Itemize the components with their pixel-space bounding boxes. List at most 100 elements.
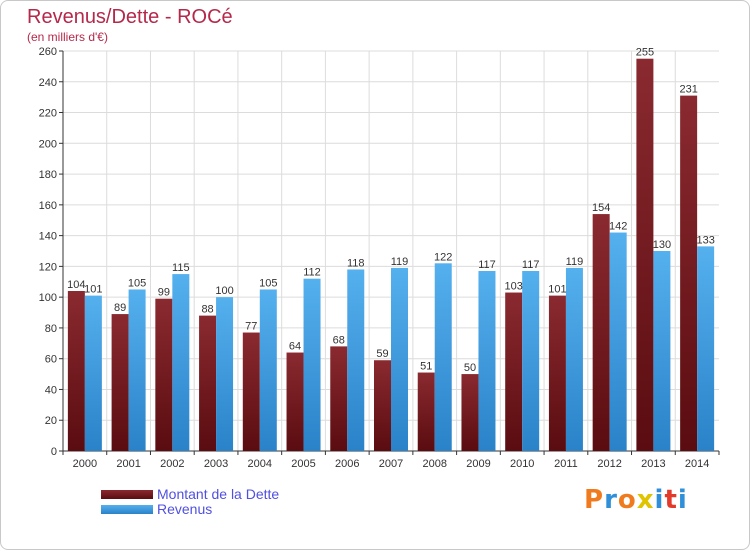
bar-revenus [84, 295, 102, 451]
data-label-revenus: 122 [434, 251, 452, 263]
y-tick-label: 140 [39, 231, 57, 243]
data-label-revenus: 105 [259, 277, 277, 289]
logo-letter: t [664, 485, 678, 515]
data-label-revenus: 117 [478, 259, 496, 271]
x-tick-label: 2010 [510, 458, 534, 470]
bar-revenus [347, 269, 365, 451]
x-tick-label: 2001 [116, 458, 140, 470]
data-label-revenus: 133 [696, 234, 714, 246]
proxiti-logo: Proxiti [584, 485, 688, 515]
bar-revenus [609, 232, 627, 451]
bar-dette [67, 291, 85, 451]
data-label-dette: 255 [636, 47, 654, 59]
data-label-revenus: 119 [391, 256, 409, 268]
y-tick-label: 120 [39, 261, 57, 273]
bar-revenus [172, 274, 190, 451]
chart-subtitle: (en milliers d'€) [27, 30, 108, 44]
chart-title: Revenus/Dette - ROCé [27, 6, 233, 28]
logo-letter: x [636, 485, 655, 515]
y-tick-label: 100 [39, 292, 57, 304]
bar-dette [461, 374, 479, 451]
logo-letter: i [677, 485, 688, 515]
bars [67, 58, 715, 451]
data-label-revenus: 105 [128, 277, 146, 289]
y-tick-label: 60 [45, 354, 57, 366]
y-tick-label: 0 [51, 446, 57, 458]
bar-dette [374, 360, 391, 451]
y-tick-label: 40 [45, 384, 57, 396]
bar-revenus [259, 289, 277, 451]
data-label-dette: 101 [548, 284, 566, 296]
data-labels: 104 89 99 88 77 64 68 59 51 50 103 101 154 255 231 101 1… [67, 47, 715, 374]
data-label-dette: 154 [592, 202, 610, 214]
data-label-dette: 59 [376, 348, 388, 360]
x-tick-label: 2014 [685, 458, 709, 470]
bar-revenus [303, 278, 321, 451]
x-tick-label: 2003 [204, 458, 228, 470]
legend-swatch-dette [101, 489, 153, 499]
data-label-dette: 89 [114, 302, 126, 314]
bar-dette [417, 372, 435, 451]
data-label-dette: 103 [505, 281, 523, 293]
x-tick-label: 2013 [641, 458, 665, 470]
data-label-revenus: 101 [84, 284, 102, 296]
data-label-revenus: 118 [347, 257, 365, 269]
data-label-dette: 231 [679, 84, 697, 96]
bar-revenus [565, 267, 583, 451]
legend-label-dette: Montant de la Dette [157, 486, 280, 502]
x-tick-label: 2011 [554, 458, 578, 470]
bar-revenus [391, 267, 408, 451]
bar-revenus [216, 297, 234, 451]
y-tick-label: 160 [39, 200, 57, 212]
bar-dette [548, 295, 566, 451]
x-tick-label: 2002 [160, 458, 184, 470]
legend-label-revenus: Revenus [157, 501, 213, 517]
x-tick-label: 2005 [291, 458, 315, 470]
bar-revenus [522, 271, 540, 451]
bar-revenus [697, 246, 715, 451]
y-tick-label: 80 [45, 323, 57, 335]
data-label-dette: 68 [333, 334, 345, 346]
legend-item-revenus: Revenus [101, 501, 212, 517]
bar-revenus [478, 271, 496, 451]
data-label-dette: 64 [289, 341, 301, 353]
bar-revenus [653, 251, 671, 451]
y-tick-label: 260 [39, 46, 57, 58]
logo-letter: o [617, 485, 637, 515]
bar-dette [199, 315, 217, 451]
legend-swatch-revenus [101, 504, 153, 514]
x-tick-label: 2000 [73, 458, 97, 470]
data-label-dette: 77 [245, 321, 257, 333]
bar-revenus [128, 289, 146, 451]
bar-dette [286, 352, 304, 451]
y-tick-label: 240 [39, 77, 57, 89]
bar-dette [505, 292, 523, 451]
data-label-revenus: 100 [215, 285, 233, 297]
bar-dette [330, 346, 348, 451]
bar-dette [242, 332, 260, 451]
data-label-dette: 51 [420, 361, 432, 373]
x-tick-label: 2006 [335, 458, 359, 470]
x-tick-label: 2012 [597, 458, 621, 470]
y-tick-label: 200 [39, 138, 57, 150]
logo-letter: P [584, 485, 605, 515]
x-tick-label: 2007 [379, 458, 403, 470]
data-label-dette: 50 [464, 362, 476, 374]
y-tick-label: 20 [45, 415, 57, 427]
data-label-revenus: 115 [172, 262, 190, 274]
x-tick-label: 2008 [422, 458, 446, 470]
bar-revenus [434, 263, 452, 451]
data-label-revenus: 142 [609, 221, 627, 233]
data-label-dette: 99 [158, 287, 170, 299]
data-label-dette: 88 [201, 304, 213, 316]
bar-dette [592, 214, 610, 451]
y-tick-label: 220 [39, 108, 57, 120]
x-tick-label: 2009 [466, 458, 490, 470]
data-label-dette: 104 [67, 279, 85, 291]
data-label-revenus: 130 [653, 239, 671, 251]
bar-dette [155, 298, 173, 451]
bar-dette [111, 314, 129, 451]
logo-letter: r [604, 485, 618, 515]
